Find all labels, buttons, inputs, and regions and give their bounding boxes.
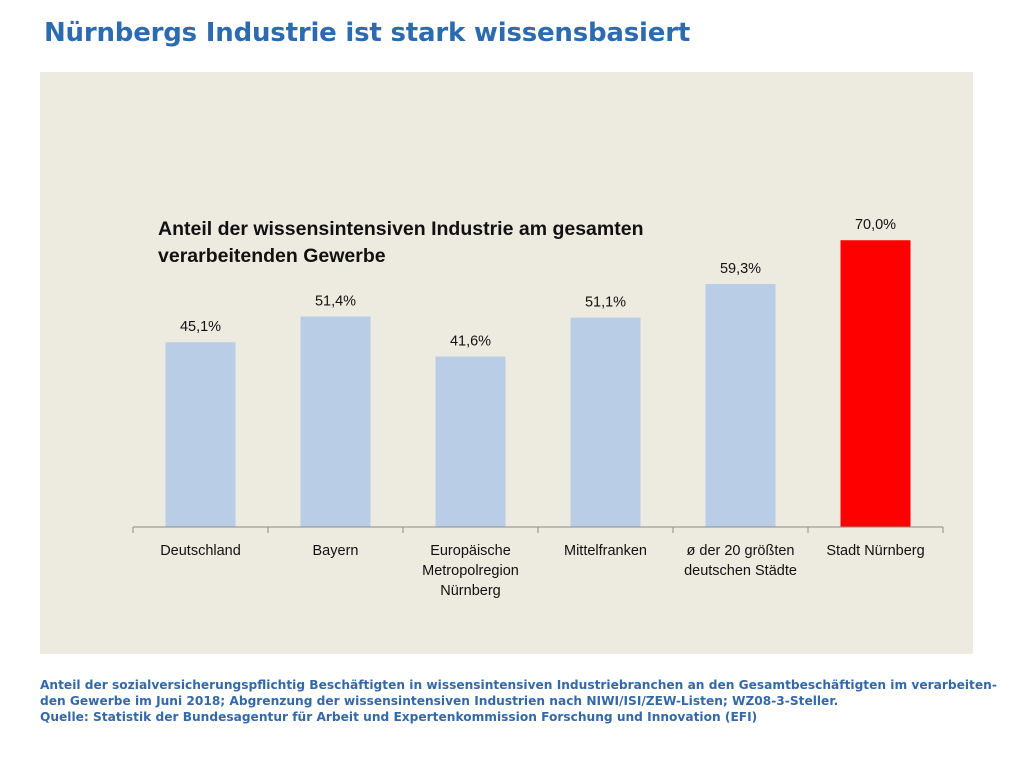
bar-4	[570, 317, 641, 527]
data-label-6: 70,0%	[855, 217, 896, 233]
chart-panel: Anteil der wissensintensiven Industrie a…	[40, 72, 973, 654]
bar-1	[165, 342, 236, 527]
category-label-3-line-1: Europäische	[430, 543, 511, 559]
data-label-5: 59,3%	[720, 261, 761, 277]
category-label-5-line-2: deutschen Städte	[684, 563, 797, 579]
chart-title-line-1: Anteil der wissensintensiven Industrie a…	[158, 218, 643, 240]
bar-3	[435, 356, 506, 527]
data-label-3: 41,6%	[450, 334, 491, 350]
footnote-line-2: den Gewerbe im Juni 2018; Abgrenzung der…	[40, 694, 839, 708]
category-label-4: Mittelfranken	[564, 543, 647, 559]
category-label-2: Bayern	[313, 543, 359, 559]
page-title: Nürnbergs Industrie ist stark wissensbas…	[44, 18, 691, 48]
category-label-3-line-3: Nürnberg	[440, 583, 500, 599]
bar-5	[705, 284, 776, 527]
bar-chart: Anteil der wissensintensiven Industrie a…	[132, 217, 944, 599]
category-label-3-line-2: Metropolregion	[422, 563, 519, 579]
data-label-2: 51,4%	[315, 293, 356, 309]
data-label-1: 45,1%	[180, 319, 221, 335]
category-label-5-line-1: ø der 20 größten	[687, 543, 795, 559]
category-label-6: Stadt Nürnberg	[826, 543, 924, 559]
footnote-line-1: Anteil der sozialversicherungspflichtig …	[40, 678, 997, 692]
chart-title-line-2: verarbeitenden Gewerbe	[158, 245, 386, 267]
source-line: Quelle: Statistik der Bundesagentur für …	[40, 710, 758, 724]
footnote: Anteil der sozialversicherungspflichtig …	[40, 677, 997, 725]
category-label-1: Deutschland	[160, 543, 241, 559]
data-label-4: 51,1%	[585, 295, 626, 311]
bar-6	[840, 240, 911, 527]
bar-2	[300, 316, 371, 527]
